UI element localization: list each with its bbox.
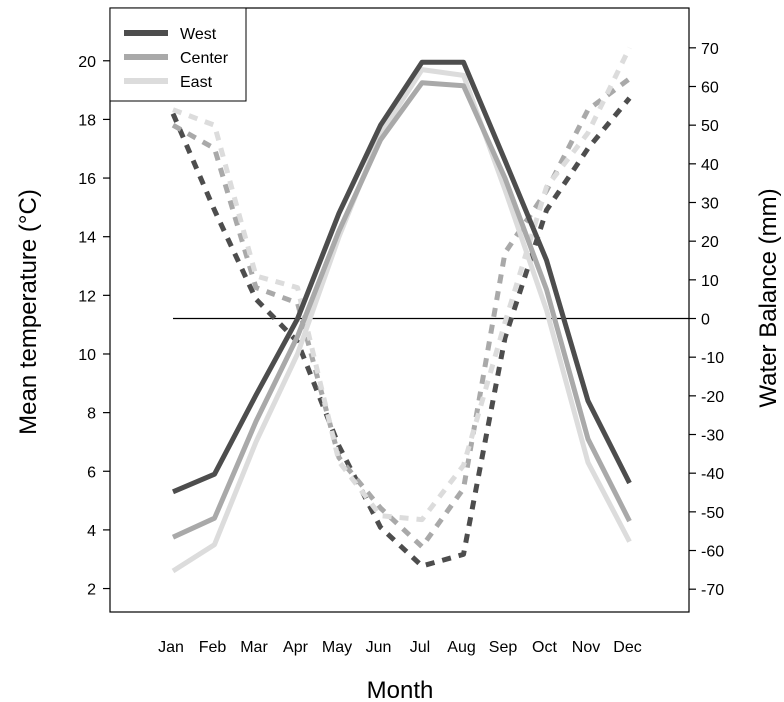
y-tick-label: 8 [87,406,96,423]
y2-tick-label: -10 [701,350,724,367]
legend-label-center: Center [180,50,229,67]
x-tick-label: May [322,639,352,656]
y-tick-label: 16 [78,171,96,188]
temperature-line-east [171,67,632,574]
x-tick-label: Jul [410,639,430,656]
y-tick-label: 14 [78,230,96,247]
y2-tick-label: 70 [701,41,719,58]
y-tick-label: 18 [78,112,96,129]
y2-tick-label: 40 [701,157,719,174]
legend-label-west: West [180,26,217,43]
y2-tick-label: 10 [701,273,719,290]
y-tick-label: 10 [78,347,96,364]
y2-tick-label: -30 [701,428,724,445]
legend-label-east: East [180,74,213,91]
y2-tick-label: 30 [701,196,719,213]
y2-axis-title: Water Balance (mm) [755,188,782,407]
x-tick-label: Nov [572,639,600,656]
y2-tick-label: -60 [701,544,724,561]
water-balance-line-east [172,46,632,523]
y2-tick-label: 60 [701,79,719,96]
temperature-line-center [171,80,632,540]
y-axis-title: Mean temperature (°C) [15,189,42,435]
y2-tick-label: -20 [701,389,724,406]
x-tick-label: Oct [532,639,557,656]
x-tick-label: Feb [199,639,227,656]
x-tick-label: Mar [240,639,268,656]
x-tick-label: Dec [613,639,641,656]
y-tick-label: 20 [78,54,96,71]
x-tick-label: Aug [447,639,475,656]
water-balance-line-west [170,96,632,569]
temperature-line-west [172,59,632,495]
y2-tick-label: -70 [701,582,724,599]
x-axis-title: Month [367,677,434,702]
y2-tick-label: 50 [701,118,719,135]
x-tick-label: Jan [158,639,184,656]
y2-tick-label: 20 [701,234,719,251]
y-tick-label: 2 [87,582,96,599]
y2-tick-label: -40 [701,466,724,483]
y2-tick-label: -50 [701,505,724,522]
legend: West Center East [109,7,247,102]
y2-tick-label: 0 [701,312,710,329]
y-tick-label: 6 [87,464,96,481]
x-tick-label: Jun [366,639,392,656]
y-tick-label: 4 [87,523,96,540]
x-tick-label: Sep [489,639,518,656]
y-tick-label: 12 [78,288,96,305]
x-tick-label: Apr [283,639,309,656]
